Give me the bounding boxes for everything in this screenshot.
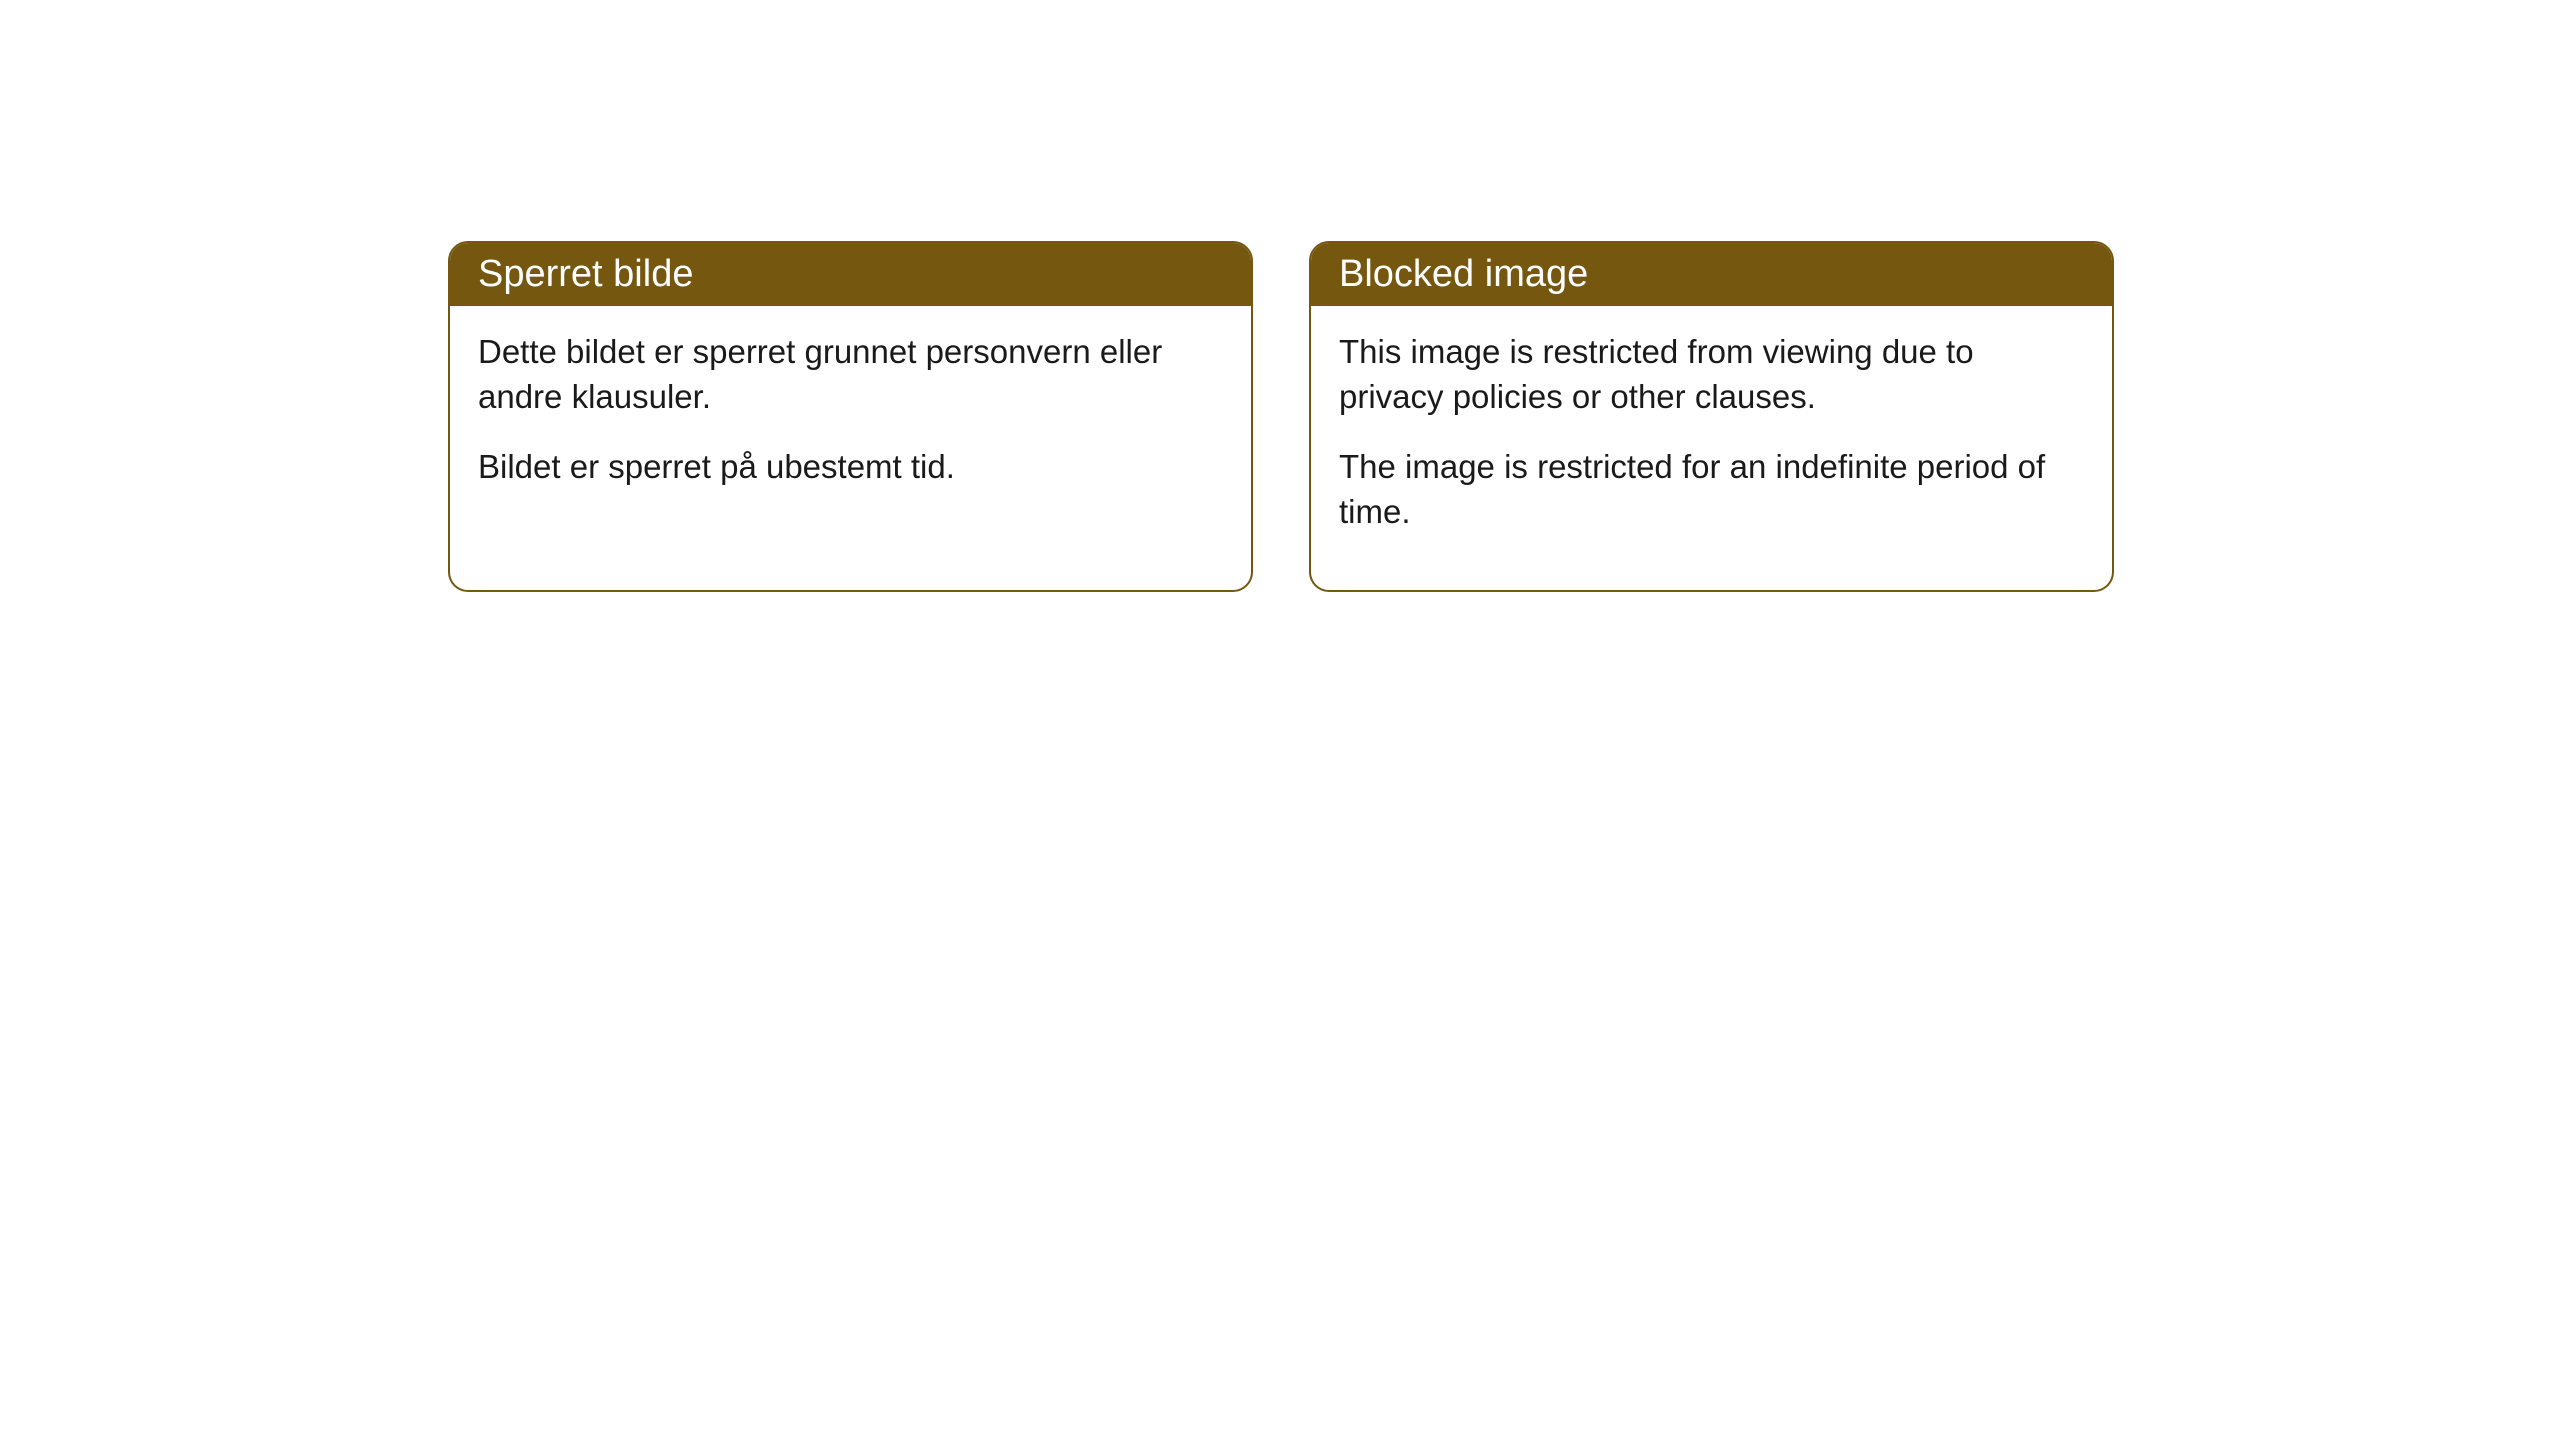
card-body-english: This image is restricted from viewing du… bbox=[1311, 306, 2112, 590]
notice-card-norwegian: Sperret bilde Dette bildet er sperret gr… bbox=[448, 241, 1253, 592]
notice-card-english: Blocked image This image is restricted f… bbox=[1309, 241, 2114, 592]
card-paragraph: This image is restricted from viewing du… bbox=[1339, 330, 2084, 419]
notice-cards-container: Sperret bilde Dette bildet er sperret gr… bbox=[448, 241, 2114, 592]
card-header-norwegian: Sperret bilde bbox=[450, 243, 1251, 306]
card-title: Blocked image bbox=[1339, 253, 1588, 295]
card-title: Sperret bilde bbox=[478, 253, 693, 295]
card-body-norwegian: Dette bildet er sperret grunnet personve… bbox=[450, 306, 1251, 546]
card-header-english: Blocked image bbox=[1311, 243, 2112, 306]
card-paragraph: The image is restricted for an indefinit… bbox=[1339, 445, 2084, 534]
card-paragraph: Dette bildet er sperret grunnet personve… bbox=[478, 330, 1223, 419]
card-paragraph: Bildet er sperret på ubestemt tid. bbox=[478, 445, 1223, 490]
